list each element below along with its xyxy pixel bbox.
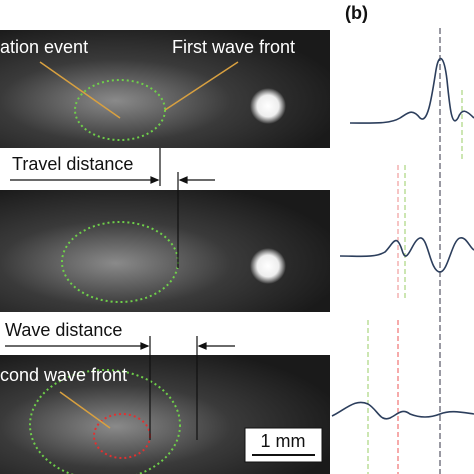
label: ation event	[0, 37, 88, 57]
photo-panel-1: ation event First wave front	[0, 30, 330, 148]
label: First wave front	[172, 37, 295, 57]
panel-label: (b)	[345, 3, 368, 23]
photo-panel-2	[0, 190, 330, 312]
label: cond wave front	[0, 365, 127, 385]
scale-bar-label: 1 mm	[261, 431, 306, 451]
label: Travel distance	[12, 154, 133, 174]
photo-panel-3: cond wave front 1 mm	[0, 355, 330, 474]
label: Wave distance	[5, 320, 122, 340]
waveforms	[331, 28, 474, 474]
